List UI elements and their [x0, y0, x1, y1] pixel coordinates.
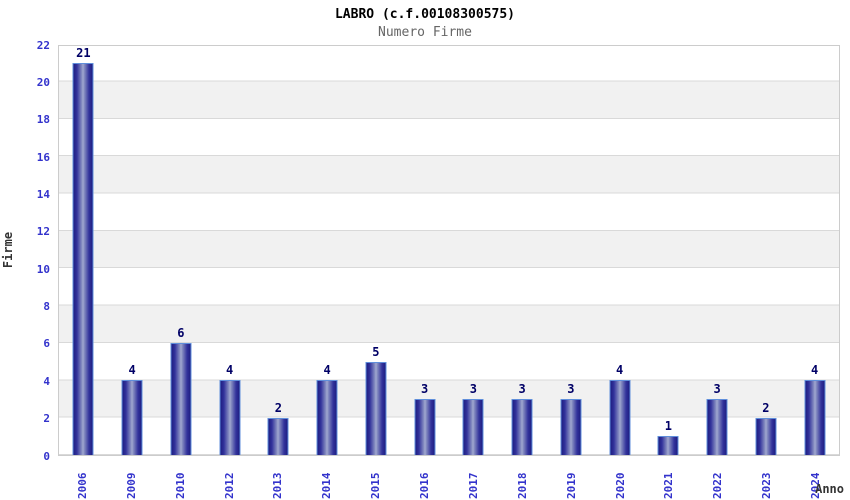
x-label-slot: 2016 — [400, 461, 449, 500]
x-tick-label: 2006 — [75, 472, 89, 500]
x-label-slot: 2020 — [596, 461, 645, 500]
bar — [560, 399, 582, 455]
plot-area: 21 4 6 4 2 4 5 3 3 3 3 4 1 3 2 4 — [58, 45, 840, 456]
bar — [511, 399, 533, 455]
bar-value-label: 3 — [518, 382, 526, 396]
y-tick-label: 14 — [36, 188, 50, 201]
y-tick-label: 0 — [43, 449, 50, 463]
bar-slot: 4 — [595, 46, 644, 455]
bar-value-label: 2 — [762, 400, 770, 415]
x-tick-label: 2013 — [271, 472, 285, 500]
bar-value-label: 3 — [421, 382, 429, 396]
bar-slot: 2 — [254, 46, 303, 455]
x-label-slot: 2006 — [58, 461, 107, 500]
x-tick-label: 2010 — [173, 472, 187, 500]
y-tick-label: 8 — [43, 300, 50, 313]
x-tick-label: 2023 — [760, 472, 774, 500]
bar — [804, 380, 826, 455]
x-tick-label: 2021 — [662, 472, 676, 500]
bar-value-label: 6 — [177, 325, 185, 340]
bar-slot: 6 — [157, 46, 206, 455]
bar-slot: 4 — [205, 46, 254, 455]
x-tick-label: 2012 — [222, 472, 236, 500]
bar-value-label: 4 — [811, 363, 819, 378]
bar-value-label: 3 — [713, 382, 721, 396]
x-tick-label: 2015 — [369, 472, 383, 500]
bar — [414, 399, 436, 455]
bar — [755, 417, 777, 455]
bar-value-label: 3 — [469, 382, 477, 396]
chart-title: LABRO (c.f.00108300575) — [334, 7, 515, 22]
x-tick-label: 2009 — [124, 472, 138, 500]
bar — [219, 380, 241, 455]
bar — [462, 399, 484, 455]
x-label-slot: 2009 — [107, 461, 156, 500]
y-tick-label: 12 — [36, 225, 50, 239]
x-label-slot: 2018 — [498, 461, 547, 500]
chart-subtitle: Numero Firme — [378, 25, 472, 40]
bar — [365, 361, 387, 455]
bars-container: 21 4 6 4 2 4 5 3 3 3 3 4 1 3 2 4 — [59, 46, 839, 455]
x-tick-label: 2014 — [320, 472, 334, 500]
y-tick-label: 10 — [36, 262, 50, 276]
bar — [316, 380, 338, 455]
bar-value-label: 4 — [616, 363, 624, 378]
y-tick-label: 2 — [43, 412, 50, 426]
bar-value-label: 2 — [274, 400, 282, 415]
x-label-slot: 2010 — [156, 461, 205, 500]
bar-slot: 21 — [59, 46, 108, 455]
x-tick-label: 2019 — [564, 472, 578, 500]
x-label-slot: 2013 — [254, 461, 303, 500]
x-tick-label: 2020 — [613, 472, 627, 500]
x-tick-label: 2022 — [711, 472, 725, 500]
bar-slot: 1 — [644, 46, 693, 455]
bar-slot: 3 — [547, 46, 596, 455]
bar — [609, 380, 631, 455]
x-label-slot: 2019 — [547, 461, 596, 500]
x-label-slot: 2015 — [351, 461, 400, 500]
x-label-slot: 2017 — [449, 461, 498, 500]
bar-value-label: 3 — [567, 382, 575, 396]
y-tick-label: 22 — [36, 38, 50, 52]
bar — [72, 62, 94, 455]
x-label-slot: 2023 — [742, 461, 791, 500]
x-label-slot: 2012 — [205, 461, 254, 500]
bar-slot: 5 — [352, 46, 401, 455]
bar-slot: 3 — [498, 46, 547, 455]
x-label-slot: 2022 — [693, 461, 742, 500]
bar-value-label: 1 — [664, 419, 672, 434]
x-tick-label: 2018 — [515, 472, 529, 500]
y-tick-label: 16 — [36, 150, 50, 164]
x-axis-labels: 2006 2009 2010 2012 2013 2014 2015 2016 2017 2018… — [58, 461, 840, 500]
bar — [706, 399, 728, 455]
y-tick-label: 20 — [36, 75, 50, 89]
bar — [267, 417, 289, 455]
bar-value-label: 4 — [323, 363, 331, 378]
x-tick-label: 2017 — [466, 472, 480, 500]
x-tick-label: 2016 — [418, 472, 432, 500]
bar-value-label: 5 — [372, 344, 380, 359]
bar-value-label: 21 — [76, 45, 91, 60]
bar — [657, 436, 679, 455]
bar-value-label: 4 — [226, 363, 234, 378]
bar-slot: 3 — [400, 46, 449, 455]
bar-slot: 4 — [108, 46, 157, 455]
bar-slot: 2 — [742, 46, 791, 455]
bar-slot: 4 — [303, 46, 352, 455]
y-tick-label: 18 — [36, 113, 50, 127]
bar-value-label: 4 — [128, 363, 136, 378]
bar-slot: 3 — [449, 46, 498, 455]
y-tick-label: 6 — [43, 337, 50, 351]
x-label-slot: 2021 — [645, 461, 694, 500]
bar-slot: 4 — [790, 46, 839, 455]
y-tick-label: 4 — [43, 374, 50, 388]
bar — [170, 342, 192, 455]
x-label-slot: 2014 — [302, 461, 351, 500]
x-axis-title: Anno — [815, 482, 844, 496]
bar — [121, 380, 143, 455]
bar-slot: 3 — [693, 46, 742, 455]
